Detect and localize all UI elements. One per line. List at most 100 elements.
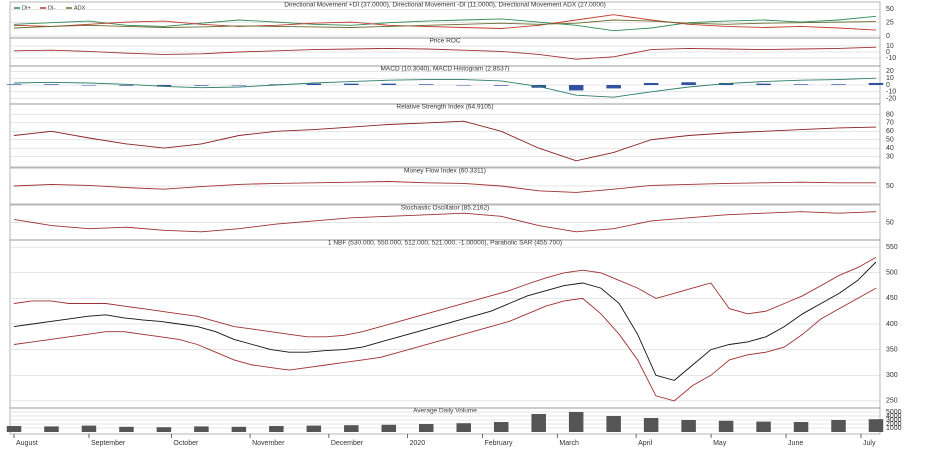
y-tick-label: 50 xyxy=(886,137,894,144)
x-tick-label: February xyxy=(484,440,513,447)
bar xyxy=(568,85,584,91)
y-tick-label: 2000 xyxy=(886,421,902,428)
legend-label: ADX xyxy=(74,5,86,11)
bar xyxy=(568,412,584,432)
bar xyxy=(419,424,434,432)
line xyxy=(13,257,877,338)
panel-title: Money Flow Index (60.3311) xyxy=(404,168,486,175)
y-tick-label: 350 xyxy=(886,346,898,353)
y-tick-label: 0 xyxy=(886,33,890,40)
bar xyxy=(493,85,509,86)
bar xyxy=(756,83,771,85)
y-tick-label: 1000 xyxy=(886,425,902,432)
y-tick-label: 20 xyxy=(886,68,894,75)
y-tick-label: -10 xyxy=(886,89,896,96)
panel-frame xyxy=(9,103,881,168)
x-tick-label: March xyxy=(559,440,579,447)
panel-title: Stochastic Oscillator (85.2162) xyxy=(401,205,490,212)
y-tick-label: 0 xyxy=(886,82,890,89)
line xyxy=(13,19,877,29)
bar xyxy=(756,421,771,432)
bar xyxy=(868,419,884,432)
bar xyxy=(231,85,247,86)
y-tick-label: 450 xyxy=(886,295,898,302)
bar xyxy=(493,422,509,432)
x-tick-label: December xyxy=(331,440,364,447)
bar xyxy=(381,83,397,85)
y-tick-label: 250 xyxy=(886,398,898,405)
line xyxy=(13,181,876,193)
y-tick-label: 3000 xyxy=(886,417,902,424)
y-tick-label: 50 xyxy=(886,219,894,226)
bar xyxy=(456,85,471,86)
y-tick-label: 80 xyxy=(886,111,894,118)
bar xyxy=(6,426,22,432)
bar xyxy=(231,426,247,432)
x-tick-label: 2020 xyxy=(410,440,426,447)
line xyxy=(13,15,877,32)
x-tick-label: May xyxy=(713,440,727,447)
bar xyxy=(456,423,471,432)
line xyxy=(13,261,877,381)
panel-title: Price ROC xyxy=(429,38,460,45)
bar xyxy=(119,85,134,86)
panel-title: MACD (10.3040), MACD Histogram (2.8537) xyxy=(381,66,510,73)
bar xyxy=(194,85,209,86)
panel-title: Relative Strength Index (64.9105) xyxy=(396,104,493,111)
panel-title: Directional Movement +DI (37.0000), Dire… xyxy=(284,2,606,9)
bar xyxy=(194,426,209,432)
x-tick-label: October xyxy=(173,440,199,447)
y-tick-label: 25 xyxy=(886,20,894,27)
y-tick-label: 10 xyxy=(886,43,894,50)
bar xyxy=(681,420,696,432)
bar xyxy=(306,425,322,432)
y-tick-label: 0 xyxy=(886,49,890,56)
bar xyxy=(81,425,97,432)
bar xyxy=(718,420,734,432)
panel-title: Average Daily Volume xyxy=(413,408,477,415)
y-tick-label: 50 xyxy=(886,6,894,13)
x-tick-label: July xyxy=(863,440,876,447)
y-tick-label: -10 xyxy=(886,55,896,62)
bar xyxy=(269,426,284,432)
legend-label: DI+ xyxy=(22,5,31,11)
bar xyxy=(831,84,846,85)
bar xyxy=(81,85,97,86)
bar xyxy=(643,418,659,432)
bar xyxy=(381,424,397,432)
line xyxy=(13,287,877,402)
x-tick-label: April xyxy=(638,440,652,447)
bar xyxy=(606,85,621,89)
bar xyxy=(156,85,172,87)
y-tick-label: 40 xyxy=(886,145,894,152)
y-tick-label: 500 xyxy=(886,270,898,277)
x-tick-label: August xyxy=(16,440,38,447)
y-tick-label: 5000 xyxy=(886,409,902,416)
y-tick-label: 300 xyxy=(886,372,898,379)
bar xyxy=(119,426,134,432)
line xyxy=(13,46,877,60)
bar xyxy=(419,84,434,85)
y-tick-label: 550 xyxy=(886,244,898,251)
bar xyxy=(868,82,884,85)
y-tick-label: 70 xyxy=(886,120,894,127)
y-tick-label: 10 xyxy=(886,75,894,82)
x-tick-label: November xyxy=(252,440,285,447)
line xyxy=(13,120,877,162)
y-tick-label: 400 xyxy=(886,321,898,328)
bar xyxy=(44,84,59,85)
x-tick-label: September xyxy=(91,440,126,447)
line xyxy=(13,14,877,31)
y-tick-label: 60 xyxy=(886,128,894,135)
panel-title: 1 NBF (530.000, 550.000, 512.000, 521.00… xyxy=(328,240,562,247)
legend-label: DI- xyxy=(48,5,56,11)
line xyxy=(13,77,877,98)
bar xyxy=(606,416,621,432)
bar xyxy=(156,427,172,432)
bar xyxy=(531,414,546,432)
bar xyxy=(793,84,809,85)
bar xyxy=(681,82,696,85)
bar xyxy=(793,422,809,432)
y-tick-label: -20 xyxy=(886,95,896,102)
